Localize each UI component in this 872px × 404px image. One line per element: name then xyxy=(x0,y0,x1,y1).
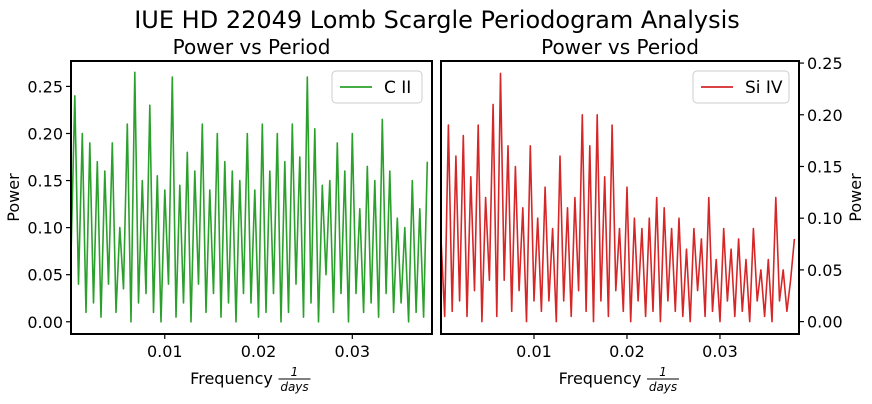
y-tick-label: 0.25 xyxy=(807,54,843,73)
plot-panel-1: Power vs Period 0.01 0.02 0.03 0.00 0.05 0.10 0… xyxy=(4,35,433,394)
x-axis-label: Frequency xyxy=(559,369,642,388)
x-axis-label-denominator: days xyxy=(280,380,308,394)
plot-panel-2: Power vs Period 0.01 0.02 0.03 0.00 0.05 0.10 0… xyxy=(440,35,865,394)
y-tick-label: 0.10 xyxy=(27,219,63,238)
y-axis-label: Power xyxy=(846,173,865,222)
panel-title: Power vs Period xyxy=(541,35,699,59)
legend: C II xyxy=(331,70,423,104)
panel-title: Power vs Period xyxy=(173,35,331,59)
axes-frame xyxy=(440,60,800,335)
y-tick-label: 0.05 xyxy=(27,266,63,285)
x-axis-label-numerator: 1 xyxy=(291,365,299,379)
y-tick-label: 0.00 xyxy=(807,313,843,332)
series-line-si-iv xyxy=(441,72,796,323)
y-tick-label: 0.20 xyxy=(807,106,843,125)
y-axis-label: Power xyxy=(4,173,23,222)
y-tick-label: 0.20 xyxy=(27,124,63,143)
x-tick-label: 0.02 xyxy=(241,342,277,361)
x-axis-label-denominator: days xyxy=(649,380,677,394)
legend: Si IV xyxy=(692,70,790,104)
y-tick-label: 0.25 xyxy=(27,77,63,96)
legend-box xyxy=(331,70,423,104)
x-tick-label: 0.01 xyxy=(147,342,183,361)
figure-suptitle: IUE HD 22049 Lomb Scargle Periodogram An… xyxy=(134,6,740,34)
x-tick-label: 0.01 xyxy=(516,342,552,361)
legend-box xyxy=(692,70,790,104)
axes-frame xyxy=(70,60,433,335)
y-tick-label: 0.00 xyxy=(27,313,63,332)
y-tick-label: 0.05 xyxy=(807,261,843,280)
y-tick-label: 0.15 xyxy=(807,157,843,176)
legend-label: Si IV xyxy=(745,78,783,98)
series-line-c-ii xyxy=(71,71,429,323)
x-axis-label: Frequency xyxy=(190,369,273,388)
y-tick-label: 0.10 xyxy=(807,209,843,228)
y-tick-label: 0.15 xyxy=(27,172,63,191)
x-tick-label: 0.03 xyxy=(334,342,370,361)
x-tick-label: 0.02 xyxy=(609,342,645,361)
legend-label: C II xyxy=(384,78,411,98)
x-axis-label-numerator: 1 xyxy=(659,365,667,379)
x-tick-label: 0.03 xyxy=(702,342,738,361)
